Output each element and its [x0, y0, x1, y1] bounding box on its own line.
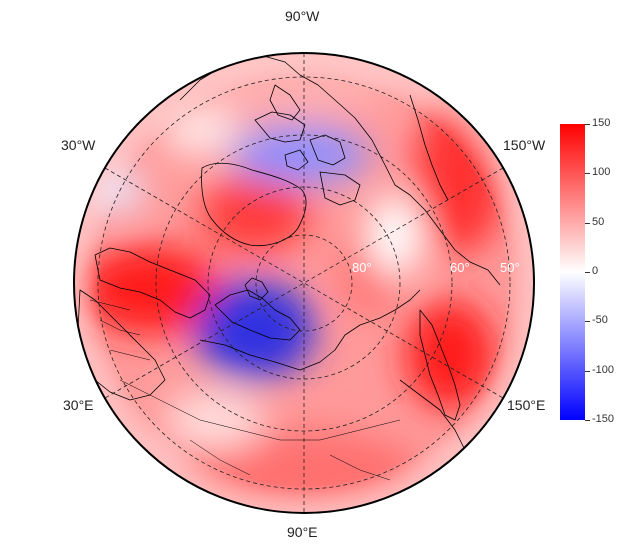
lon-label-150e: 150°E — [507, 397, 546, 413]
colorbar-tick-mark — [585, 124, 590, 125]
colorbar-tick-label: -50 — [592, 314, 608, 326]
colorbar-tick-label: 50 — [592, 216, 605, 228]
lon-label-30e: 30°E — [63, 397, 94, 413]
colorbar-tick-label: -150 — [592, 413, 615, 425]
lat-label-80: 80° — [352, 260, 372, 275]
colorbar — [560, 124, 585, 420]
coastline-kamchatka — [419, 309, 461, 421]
coastline-taymyr — [214, 289, 301, 341]
country-borders — [89, 299, 401, 481]
coastline-siberia — [199, 289, 421, 371]
lat-label-60: 60° — [450, 260, 470, 275]
lat-label-50: 50° — [500, 260, 520, 275]
anomaly-field — [74, 53, 534, 513]
coastline-canadian-archipelago — [254, 111, 361, 206]
colorbar-tick-mark — [585, 321, 590, 322]
colorbar-tick-mark — [585, 420, 590, 421]
coastline-greenland — [201, 162, 307, 247]
colorbar-tick-mark — [585, 371, 590, 372]
lon-label-90w: 90°W — [285, 8, 320, 24]
graticule — [97, 53, 511, 513]
colorbar-tick-label: 150 — [592, 117, 611, 129]
colorbar-tick-label: -100 — [592, 364, 615, 376]
colorbar-tick-mark — [585, 223, 590, 224]
coastline-novaya-zemlya — [244, 277, 269, 301]
coastline-hudson-bay — [269, 84, 301, 121]
colorbar-tick-mark — [585, 173, 590, 174]
colorbar-tick-label: 0 — [592, 265, 599, 277]
lon-label-150w: 150°W — [503, 137, 546, 153]
lon-label-30w: 30°W — [61, 137, 96, 153]
map-boundary — [73, 52, 535, 514]
coastline-scandinavia — [94, 247, 211, 319]
colorbar-tick-mark — [585, 272, 590, 273]
coastline-alaska — [409, 94, 449, 201]
colorbar-tick-label: 100 — [592, 166, 611, 178]
lon-label-90e: 90°E — [287, 524, 318, 540]
